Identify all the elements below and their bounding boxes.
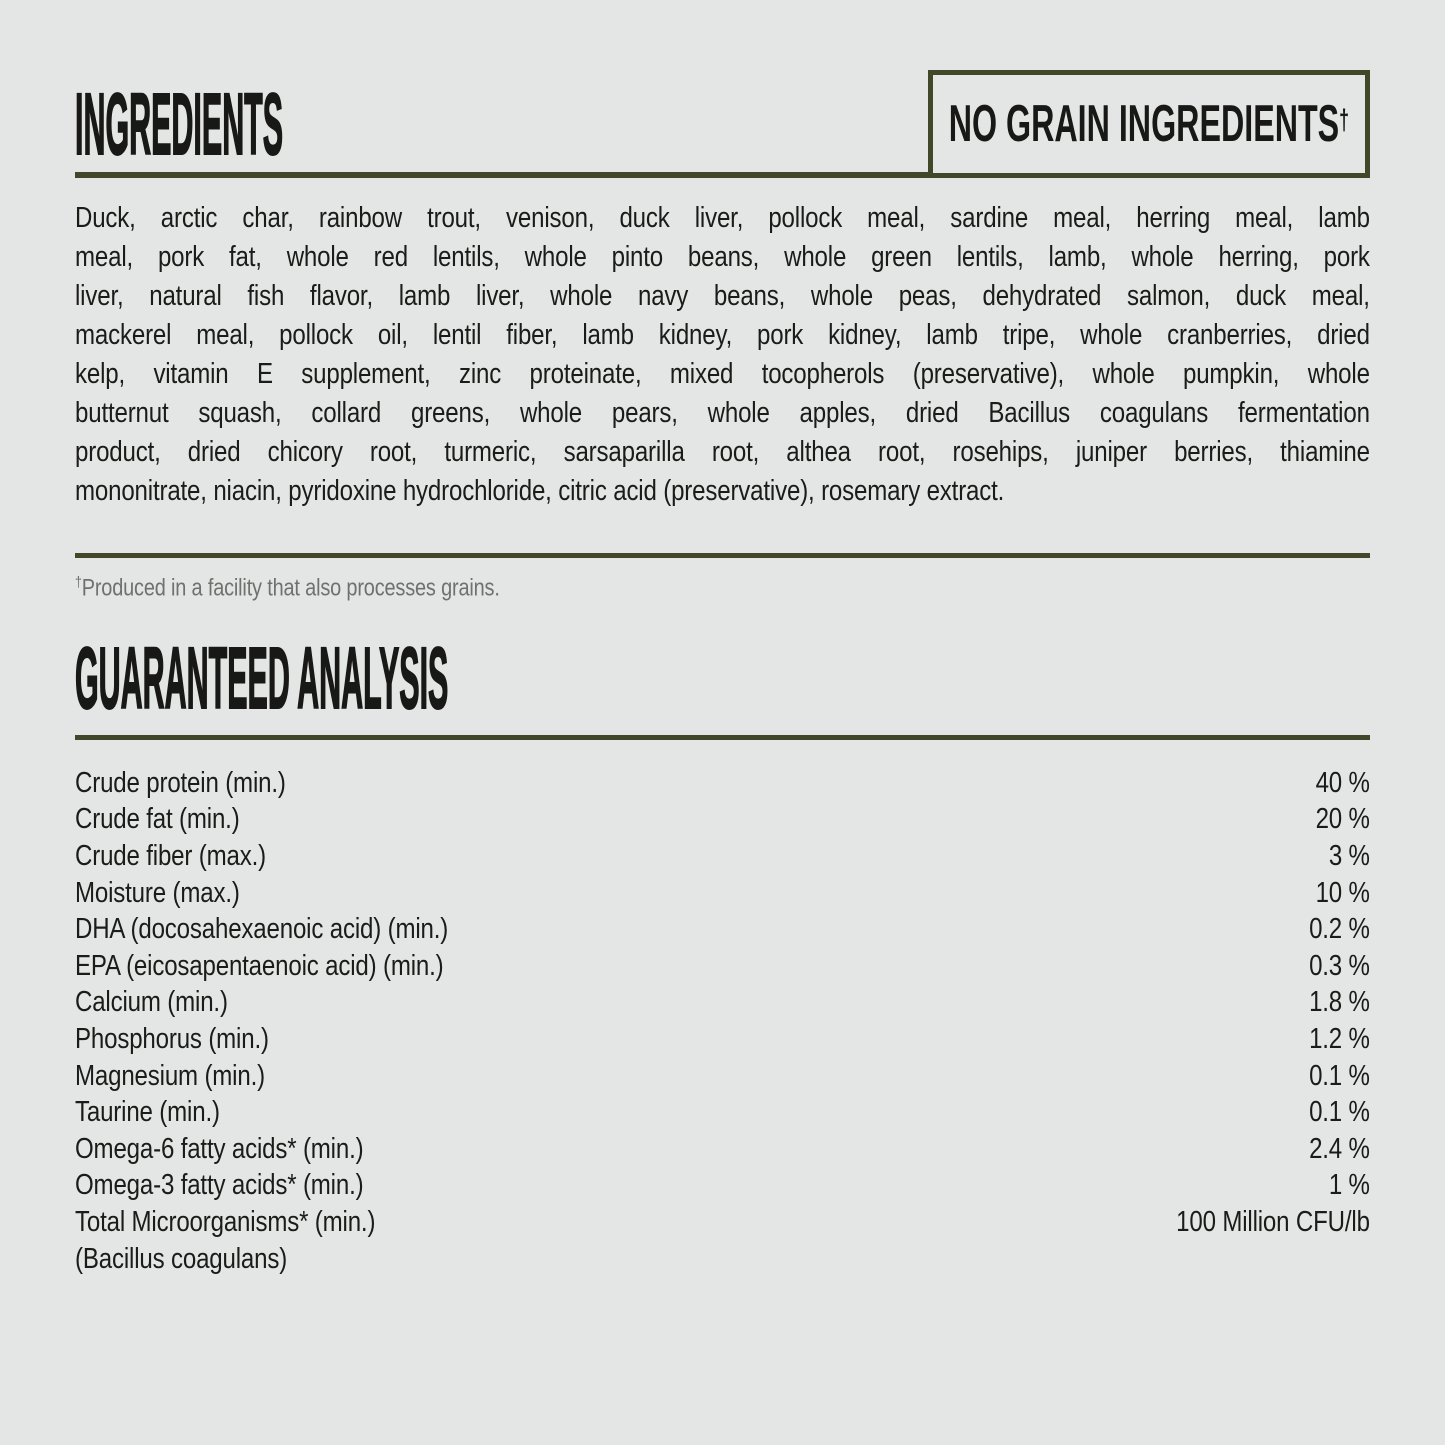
analysis-row-value: 20 % bbox=[1315, 803, 1370, 836]
ingredients-header: INGREDIENTS NO GRAIN INGREDIENTS† bbox=[75, 68, 1370, 178]
analysis-row-value: 100 Million CFU/lb bbox=[1176, 1205, 1370, 1238]
analysis-row-value: 0.3 % bbox=[1309, 949, 1370, 982]
ingredients-list: Duck, arctic char, rainbow trout, veniso… bbox=[75, 199, 1370, 511]
no-grain-badge-label: NO GRAIN INGREDIENTS† bbox=[949, 94, 1349, 154]
analysis-row: Crude fiber (max.) 3 % bbox=[75, 838, 1370, 875]
analysis-row: (Bacillus coagulans) bbox=[75, 1241, 1370, 1278]
analysis-row-label: Crude fat (min.) bbox=[75, 803, 240, 836]
guaranteed-analysis-title: GUARANTEED ANALYSIS bbox=[75, 630, 1142, 727]
analysis-row: Total Microorganisms* (min.) 100 Million… bbox=[75, 1204, 1370, 1241]
grain-footnote-text: Produced in a facility that also process… bbox=[81, 574, 500, 602]
analysis-row-label: EPA (eicosapentaenoic acid) (min.) bbox=[75, 949, 444, 982]
analysis-row: Phosphorus (min.) 1.2 % bbox=[75, 1021, 1370, 1058]
analysis-table: Crude protein (min.) 40 % Crude fat (min… bbox=[75, 765, 1370, 1277]
analysis-row: Omega-6 fatty acids* (min.) 2.4 % bbox=[75, 1131, 1370, 1168]
ingredients-line: liver, natural fish flavor, lamb liver, … bbox=[75, 280, 1370, 312]
analysis-row: Magnesium (min.) 0.1 % bbox=[75, 1058, 1370, 1095]
analysis-row-label: Moisture (max.) bbox=[75, 876, 240, 909]
ingredients-title: INGREDIENTS bbox=[75, 76, 670, 173]
dagger-superscript: † bbox=[1339, 104, 1350, 137]
analysis-row-label: Total Microorganisms* (min.) bbox=[75, 1205, 376, 1238]
analysis-row-value: 1.2 % bbox=[1309, 1022, 1370, 1055]
analysis-row-value: 3 % bbox=[1328, 839, 1370, 872]
analysis-row: DHA (docosahexaenoic acid) (min.) 0.2 % bbox=[75, 911, 1370, 948]
analysis-divider bbox=[75, 735, 1370, 740]
analysis-row-label: Crude protein (min.) bbox=[75, 766, 286, 799]
analysis-row-value: 1 % bbox=[1328, 1169, 1370, 1202]
analysis-row-label: Taurine (min.) bbox=[75, 1096, 220, 1129]
analysis-row-label: Magnesium (min.) bbox=[75, 1059, 265, 1092]
analysis-row-label: (Bacillus coagulans) bbox=[75, 1242, 288, 1275]
ingredients-line: butternut squash, collard greens, whole … bbox=[75, 397, 1370, 429]
no-grain-badge-text: NO GRAIN INGREDIENTS bbox=[948, 95, 1340, 153]
footnote-divider bbox=[75, 553, 1370, 558]
analysis-row: Omega-3 fatty acids* (min.) 1 % bbox=[75, 1168, 1370, 1205]
analysis-row: Moisture (max.) 10 % bbox=[75, 875, 1370, 912]
footnote-dagger-icon: † bbox=[75, 575, 82, 591]
analysis-row-value: 10 % bbox=[1315, 876, 1370, 909]
pet-food-label: INGREDIENTS NO GRAIN INGREDIENTS† Duck, … bbox=[75, 0, 1370, 1445]
analysis-row: EPA (eicosapentaenoic acid) (min.) 0.3 % bbox=[75, 948, 1370, 985]
analysis-row-label: Crude fiber (max.) bbox=[75, 839, 266, 872]
no-grain-badge: NO GRAIN INGREDIENTS† bbox=[928, 70, 1370, 178]
analysis-row: Crude fat (min.) 20 % bbox=[75, 802, 1370, 839]
ingredients-line: product, dried chicory root, turmeric, s… bbox=[75, 436, 1370, 468]
grain-footnote: †Produced in a facility that also proces… bbox=[75, 568, 1370, 603]
guaranteed-analysis-title-text: GUARANTEED ANALYSIS bbox=[75, 630, 449, 727]
ingredients-line: Duck, arctic char, rainbow trout, veniso… bbox=[75, 202, 1370, 234]
ingredients-line: mononitrate, niacin, pyridoxine hydrochl… bbox=[75, 475, 1005, 507]
analysis-row-value: 0.2 % bbox=[1309, 913, 1370, 946]
analysis-row-label: Phosphorus (min.) bbox=[75, 1022, 269, 1055]
analysis-row-label: Calcium (min.) bbox=[75, 986, 228, 1019]
footnote-block: †Produced in a facility that also proces… bbox=[75, 568, 1370, 603]
ingredients-title-text: INGREDIENTS bbox=[75, 76, 284, 173]
ingredients-line: kelp, vitamin E supplement, zinc protein… bbox=[75, 358, 1370, 390]
ingredients-line: mackerel meal, pollock oil, lentil fiber… bbox=[75, 319, 1370, 351]
analysis-row-value: 1.8 % bbox=[1309, 986, 1370, 1019]
analysis-row-label: Omega-3 fatty acids* (min.) bbox=[75, 1169, 364, 1202]
analysis-row-value: 40 % bbox=[1315, 766, 1370, 799]
analysis-row-label: Omega-6 fatty acids* (min.) bbox=[75, 1132, 364, 1165]
analysis-row-value: 0.1 % bbox=[1309, 1059, 1370, 1092]
analysis-row: Calcium (min.) 1.8 % bbox=[75, 985, 1370, 1022]
analysis-row: Taurine (min.) 0.1 % bbox=[75, 1094, 1370, 1131]
ingredients-line: meal, pork fat, whole red lentils, whole… bbox=[75, 241, 1370, 273]
analysis-row-label: DHA (docosahexaenoic acid) (min.) bbox=[75, 913, 449, 946]
analysis-row: Crude protein (min.) 40 % bbox=[75, 765, 1370, 802]
analysis-row-value: 0.1 % bbox=[1309, 1096, 1370, 1129]
analysis-row-value: 2.4 % bbox=[1309, 1132, 1370, 1165]
